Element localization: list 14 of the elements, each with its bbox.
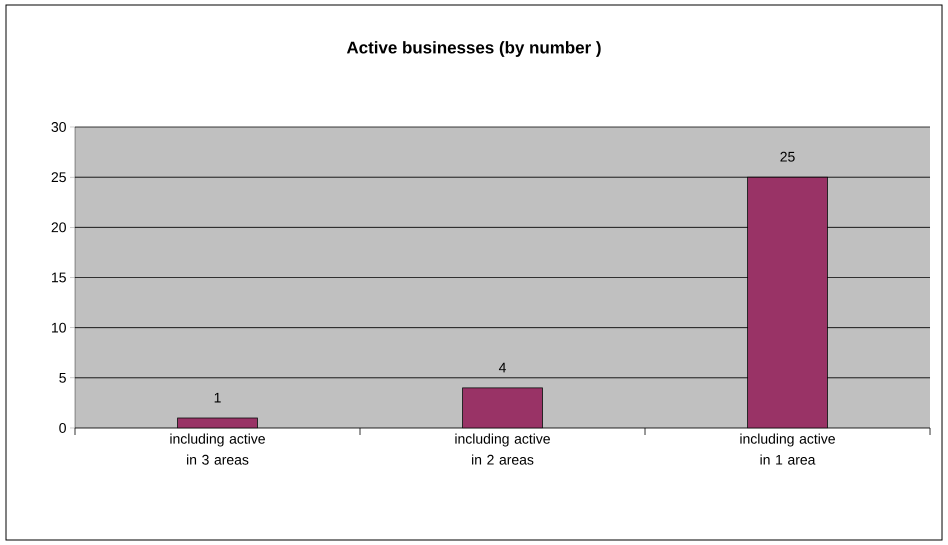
- y-tick-label: 30: [52, 122, 66, 132]
- data-label: 25: [780, 152, 795, 162]
- y-tick-label: 5: [59, 372, 66, 383]
- chart-title: Active businesses (by number ): [346, 41, 601, 57]
- x-tick-label: including active in 2 areas: [455, 434, 550, 465]
- data-label: 4: [498, 362, 506, 372]
- y-tick-label: 10: [52, 322, 66, 333]
- y-tick-label: 25: [52, 172, 66, 182]
- x-tick-label: including active in 3 areas: [170, 434, 265, 465]
- y-tick-label: 20: [52, 222, 66, 232]
- y-tick-label: 0: [59, 423, 66, 433]
- y-tick-label: 15: [52, 272, 66, 282]
- data-label: 1: [214, 392, 221, 402]
- x-tick-label: including active in 1 area: [740, 434, 835, 465]
